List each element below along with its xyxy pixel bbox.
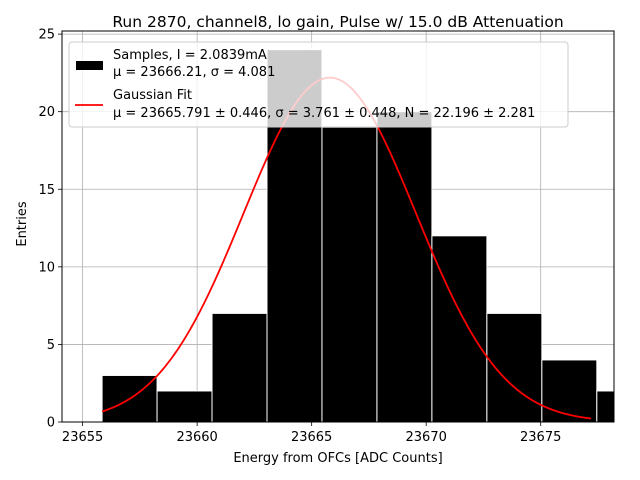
x-tick-label: 23665 xyxy=(291,430,332,445)
y-axis-ticks: 0 5 10 15 20 25 xyxy=(38,28,62,431)
legend-fit-stats: μ = 23665.791 ± 0.446, σ = 3.761 ± 0.448… xyxy=(113,106,535,121)
plot-frame xyxy=(61,30,615,423)
y-tick-label: 20 xyxy=(38,105,55,120)
legend-frame xyxy=(68,41,569,128)
y-tick-label: 15 xyxy=(38,183,55,198)
legend: Samples, I = 2.0839mA μ = 23666.21, σ = … xyxy=(68,41,569,128)
legend-fit-label: Gaussian Fit xyxy=(113,88,192,103)
histogram-bar xyxy=(431,235,488,422)
histogram-bar xyxy=(376,111,433,422)
legend-samples-label: Samples, I = 2.0839mA xyxy=(113,48,267,63)
histogram-bar xyxy=(321,126,378,422)
x-tick-label: 23655 xyxy=(62,430,103,445)
x-axis-ticks: 23655 23660 23665 23670 23675 xyxy=(62,422,561,445)
histogram-bar xyxy=(211,312,268,422)
histogram-bar xyxy=(541,359,598,422)
legend-samples-swatch xyxy=(76,61,103,70)
x-axis-label: Energy from OFCs [ADC Counts] xyxy=(233,451,442,466)
x-tick-label: 23670 xyxy=(406,430,447,445)
y-tick-label: 5 xyxy=(47,338,55,353)
histogram-bar xyxy=(596,390,614,422)
legend-samples-stats: μ = 23666.21, σ = 4.081 xyxy=(113,65,275,80)
y-tick-label: 10 xyxy=(38,260,55,275)
y-axis-label: Entries xyxy=(15,201,30,247)
y-tick-label: 25 xyxy=(38,28,55,43)
chart-title: Run 2870, channel8, lo gain, Pulse w/ 15… xyxy=(112,13,563,31)
y-tick-label: 0 xyxy=(47,416,55,431)
x-tick-label: 23675 xyxy=(520,430,561,445)
x-tick-label: 23660 xyxy=(176,430,217,445)
histogram-bar xyxy=(156,390,213,422)
